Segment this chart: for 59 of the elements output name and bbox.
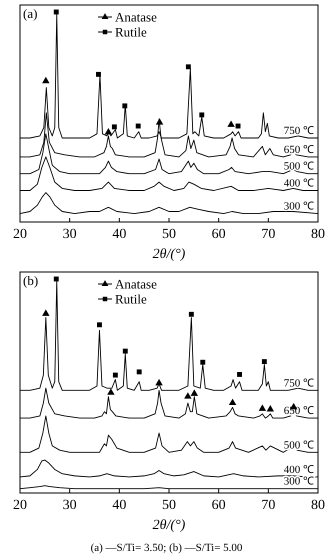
point: [227, 120, 235, 127]
legend-label: Anatase: [115, 276, 158, 292]
point: [237, 372, 242, 377]
point: [236, 124, 240, 128]
x-tick-label: 40: [112, 226, 126, 242]
point: [186, 64, 191, 70]
point: [184, 392, 192, 399]
series-label: 300 ℃: [284, 476, 314, 488]
point: [136, 124, 141, 128]
point: [190, 389, 198, 396]
x-axis-title: 2θ/(°): [152, 247, 186, 262]
series-label: 750 ℃: [284, 125, 314, 137]
x-tick-label: 20: [13, 498, 27, 513]
point: [136, 369, 142, 374]
point: [104, 128, 112, 134]
series-label: 750 ℃: [284, 377, 314, 390]
point: [258, 404, 266, 411]
x-tick-label: 50: [162, 498, 176, 513]
point: [107, 388, 115, 395]
chart-title: (b): [23, 273, 38, 288]
point: [155, 378, 163, 386]
legend-label: Rutile: [115, 292, 148, 306]
text: (a) —S/Ti= 3.50; (b) —S/Ti= 5.00: [90, 542, 243, 554]
point: [266, 405, 274, 412]
point: [97, 322, 102, 328]
point: [42, 76, 50, 84]
x-tick-label: 20: [13, 226, 27, 242]
x-axis-title: 2θ/(°): [152, 518, 186, 533]
point: [54, 10, 59, 14]
x-tick-label: 40: [112, 498, 126, 513]
x-tick-label: 60: [212, 226, 226, 242]
point: [262, 359, 267, 364]
point: [54, 276, 59, 282]
x-tick-label: 80: [311, 498, 325, 513]
point: [199, 112, 204, 118]
x-tick-label: 30: [62, 226, 77, 242]
series-label: 500 ℃: [284, 160, 314, 173]
legend-label: Rutile: [115, 24, 148, 40]
series-label: 300 ℃: [284, 200, 314, 213]
x-tick-label: 30: [62, 498, 77, 513]
point: [42, 309, 50, 316]
x-tick-label: 80: [311, 226, 325, 242]
x-tick-label: 70: [261, 498, 276, 513]
point: [112, 372, 118, 378]
point: [112, 124, 117, 130]
legend-label: Anatase: [115, 10, 158, 24]
point: [228, 398, 236, 406]
point: [96, 72, 101, 77]
point: [156, 118, 164, 125]
series-label: 400 ℃: [284, 178, 314, 190]
series-label: 500 ℃: [284, 439, 314, 452]
x-tick-label: 60: [212, 498, 226, 513]
x-tick-label: 70: [261, 226, 276, 242]
point: [122, 348, 128, 354]
x-tick-label: 50: [162, 226, 176, 242]
series-label: 400 ℃: [284, 464, 314, 476]
point: [122, 103, 128, 108]
point: [188, 312, 194, 317]
chart-title: (a): [23, 6, 38, 21]
